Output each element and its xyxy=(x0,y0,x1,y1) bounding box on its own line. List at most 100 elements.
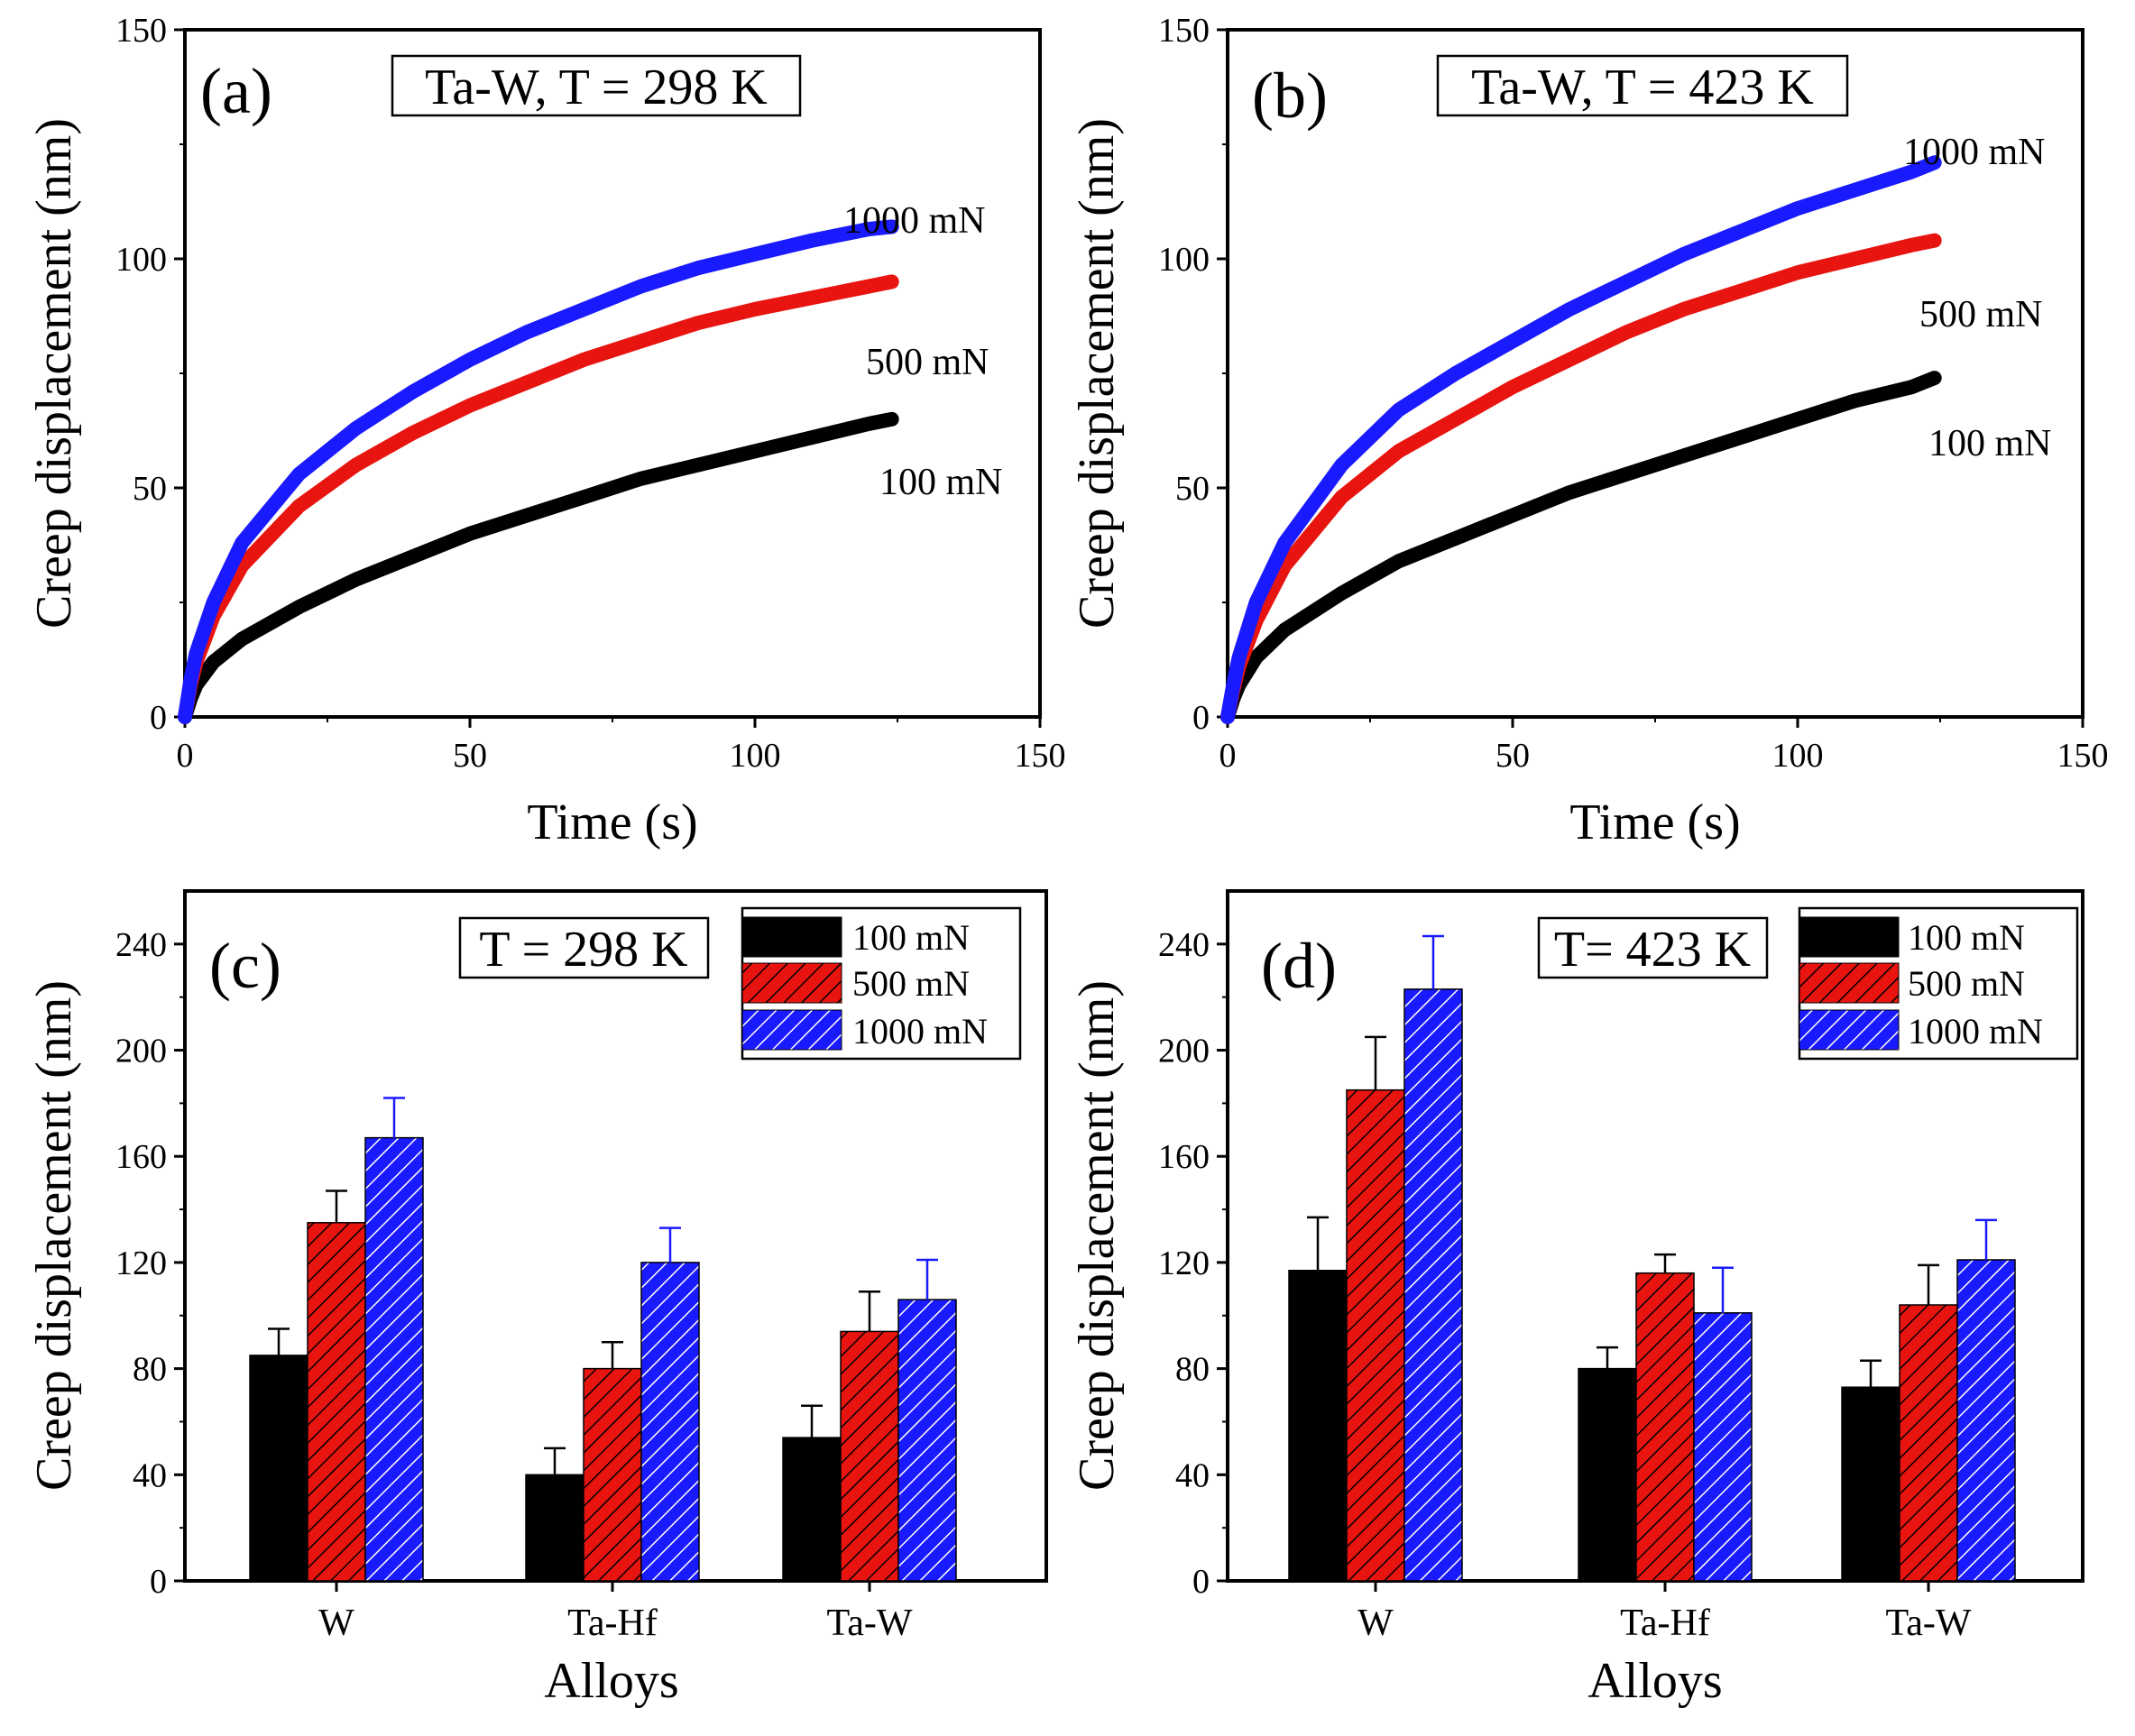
info-text: Ta-W, T = 423 K xyxy=(1471,60,1814,115)
x-tick-label: 0 xyxy=(177,737,194,775)
x-tick-label: 100 xyxy=(1772,737,1824,775)
info-text: T = 298 K xyxy=(479,922,687,978)
legend: 100 mN 500 mN 1000 mN xyxy=(741,906,1022,1061)
bar-500mn xyxy=(840,1330,899,1582)
y-tick-label: 100 xyxy=(1158,241,1210,279)
x-category-label: Ta-W xyxy=(1886,1603,1972,1644)
bar-100mn xyxy=(1841,1386,1900,1582)
legend-label-100mn: 100 mN xyxy=(852,917,970,958)
y-tick-label: 120 xyxy=(1158,1245,1210,1282)
y-axis-title: Creep displacement (nm) xyxy=(26,118,82,629)
info-box xyxy=(391,54,802,117)
y-ticks: 0 40 80 120 160 200 240 xyxy=(1158,926,1228,1601)
x-category-label: W xyxy=(318,1603,354,1644)
panel-letter: (d) xyxy=(1261,930,1337,1002)
series-layer xyxy=(178,219,899,724)
x-ticks: 0 50 100 150 xyxy=(1219,717,2109,775)
panel-letter: (c) xyxy=(209,930,281,1002)
label-500mn: 500 mN xyxy=(1919,294,2043,335)
y-tick-label: 240 xyxy=(115,926,167,964)
y-tick-label: 80 xyxy=(133,1351,167,1389)
bar-100mn xyxy=(782,1437,842,1582)
x-ticks: W Ta-Hf Ta-W xyxy=(1357,1581,1972,1644)
legend-swatch-100mn xyxy=(1799,916,1900,958)
y-tick-label: 40 xyxy=(1175,1456,1210,1494)
panel-letter: (b) xyxy=(1252,60,1328,132)
bar-500mn xyxy=(1635,1272,1695,1582)
legend: 100 mN 500 mN 1000 mN xyxy=(1798,906,2079,1061)
x-tick-label: 150 xyxy=(1015,737,1066,775)
label-1000mn: 1000 mN xyxy=(843,200,986,242)
info-text: Ta-W, T = 298 K xyxy=(425,60,768,115)
x-tick-label: 0 xyxy=(1219,737,1237,775)
bar-100mn xyxy=(1578,1367,1637,1582)
legend-swatch-100mn xyxy=(741,916,842,958)
panel-letter: (a) xyxy=(200,55,272,127)
x-tick-label: 150 xyxy=(2057,737,2109,775)
legend-swatch-500mn xyxy=(741,962,842,1004)
y-tick-label: 200 xyxy=(1158,1033,1210,1070)
bar-100mn xyxy=(249,1355,308,1582)
bar-1000mn xyxy=(1403,988,1463,1582)
y-tick-label: 240 xyxy=(1158,926,1210,964)
x-ticks: 0 50 100 150 xyxy=(177,717,1066,775)
bar-1000mn xyxy=(1693,1312,1753,1582)
legend-label-1000mn: 1000 mN xyxy=(852,1011,988,1052)
x-category-label: Ta-Hf xyxy=(567,1603,658,1644)
y-tick-label: 150 xyxy=(1158,12,1210,50)
series-layer xyxy=(1220,155,1942,724)
x-ticks: W Ta-Hf Ta-W xyxy=(318,1581,913,1644)
legend-swatch-1000mn xyxy=(1799,1009,1900,1051)
x-category-label: Ta-Hf xyxy=(1620,1603,1710,1644)
bars-layer xyxy=(1288,934,2016,1582)
y-ticks: 0 50 100 150 xyxy=(1158,12,1228,737)
panel-c: 0 40 80 120 160 200 240 W Ta-Hf Ta-W (c) T = 298… xyxy=(26,889,1048,1709)
legend-swatch-1000mn xyxy=(741,1009,842,1051)
y-tick-label: 160 xyxy=(1158,1138,1210,1176)
y-tick-label: 40 xyxy=(133,1456,167,1494)
bar-500mn xyxy=(583,1367,642,1582)
y-tick-label: 200 xyxy=(115,1033,167,1070)
label-100mn: 100 mN xyxy=(1928,423,2052,464)
panel-d: 0 40 80 120 160 200 240 W Ta-Hf Ta-W (d) T= 423 … xyxy=(1069,889,2084,1709)
y-tick-label: 120 xyxy=(115,1245,167,1282)
y-axis-title: Creep displacement (nm) xyxy=(26,980,82,1491)
y-ticks: 0 40 80 120 160 200 240 xyxy=(115,926,185,1601)
y-tick-label: 160 xyxy=(115,1138,167,1176)
legend-label-1000mn: 1000 mN xyxy=(1908,1011,2043,1052)
label-500mn: 500 mN xyxy=(866,342,989,383)
x-tick-label: 100 xyxy=(730,737,781,775)
bar-1000mn xyxy=(897,1299,957,1582)
bar-1000mn xyxy=(1956,1259,2016,1582)
x-axis-title: Alloys xyxy=(1587,1653,1722,1709)
y-tick-label: 0 xyxy=(150,1563,167,1601)
bar-100mn xyxy=(1288,1270,1348,1582)
y-tick-label: 50 xyxy=(1175,470,1210,508)
bar-1000mn xyxy=(364,1136,424,1582)
legend-label-500mn: 500 mN xyxy=(1908,963,2025,1004)
bar-1000mn xyxy=(640,1262,700,1582)
label-1000mn: 1000 mN xyxy=(1903,132,2046,173)
info-text: T= 423 K xyxy=(1554,922,1751,978)
legend-label-100mn: 100 mN xyxy=(1908,917,2025,958)
y-tick-label: 80 xyxy=(1175,1351,1210,1389)
x-category-label: Ta-W xyxy=(827,1603,913,1644)
y-tick-label: 50 xyxy=(133,470,167,508)
x-axis-title: Alloys xyxy=(544,1653,678,1709)
y-axis-title: Creep displacement (nm) xyxy=(1069,980,1125,1491)
info-box xyxy=(1537,916,1769,979)
series-line-500mn xyxy=(178,274,899,724)
label-100mn: 100 mN xyxy=(879,462,1003,503)
y-tick-label: 100 xyxy=(115,241,167,279)
series-line-1000mn xyxy=(178,219,899,724)
series-line-100mn xyxy=(1220,371,1942,724)
y-tick-label: 0 xyxy=(1192,699,1210,737)
y-tick-label: 150 xyxy=(115,12,167,50)
y-tick-label: 0 xyxy=(1192,1563,1210,1601)
x-category-label: W xyxy=(1357,1603,1394,1644)
legend-label-500mn: 500 mN xyxy=(852,963,970,1004)
y-tick-label: 0 xyxy=(150,699,167,737)
